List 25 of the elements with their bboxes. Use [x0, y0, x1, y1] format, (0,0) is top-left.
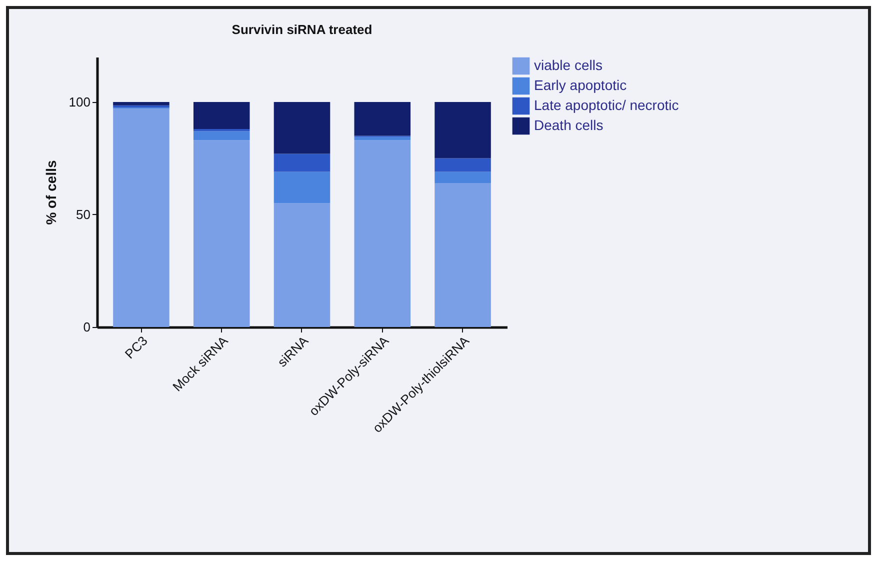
bar: [113, 102, 170, 106]
bar: [434, 172, 491, 183]
bar: [354, 140, 411, 327]
bar: [434, 102, 491, 158]
bar: [274, 172, 330, 204]
bar: [274, 102, 330, 154]
legend-label: Early apoptotic: [534, 77, 627, 93]
legend-label: Late apoptotic/ necrotic: [534, 97, 679, 113]
y-tick-label: 50: [76, 207, 90, 222]
bar: [274, 154, 330, 172]
y-tick-label: 0: [83, 320, 90, 334]
bar: [274, 203, 330, 327]
y-axis-title: % of cells: [42, 160, 59, 225]
y-tick-label: 100: [68, 94, 90, 110]
bar: [193, 140, 250, 327]
legend-label: Death cells: [534, 117, 604, 133]
bar: [434, 158, 491, 172]
legend-label: viable cells: [534, 57, 602, 73]
bar: [193, 131, 250, 140]
bar: [434, 183, 491, 327]
bar: [193, 102, 250, 129]
bar: [113, 108, 170, 327]
bar: [354, 136, 411, 140]
bar: [354, 102, 411, 136]
chart-title: Survivin siRNA treated: [232, 22, 372, 37]
